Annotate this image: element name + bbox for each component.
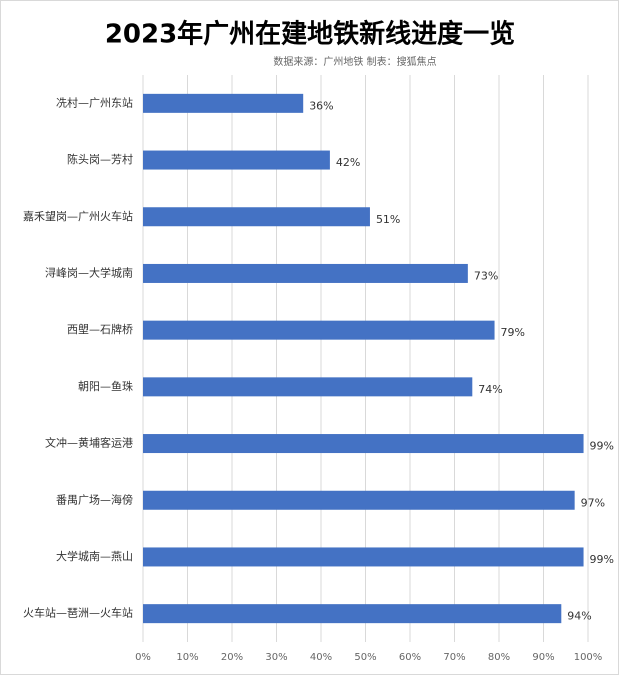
bar <box>143 377 473 397</box>
value-label: 79% <box>501 326 525 339</box>
y-tick-label: 西塱—石牌桥 <box>67 322 133 336</box>
x-tick-label: 80% <box>488 652 510 663</box>
x-tick-label: 0% <box>135 652 151 663</box>
y-tick-label: 火车站—琶洲—火车站 <box>23 606 133 620</box>
value-label: 36% <box>309 99 333 112</box>
x-tick-label: 60% <box>399 652 421 663</box>
y-tick-label: 嘉禾望岗—广州火车站 <box>23 209 133 223</box>
value-label: 42% <box>336 156 360 169</box>
bar <box>143 93 304 113</box>
x-tick-label: 70% <box>443 652 465 663</box>
x-tick-label: 10% <box>176 652 198 663</box>
y-tick-label: 陈头岗—芳村 <box>67 152 133 166</box>
value-label: 73% <box>474 269 498 282</box>
x-tick-label: 20% <box>221 652 243 663</box>
value-label: 51% <box>376 213 400 226</box>
value-label: 94% <box>567 610 591 623</box>
bar <box>143 207 370 227</box>
bar <box>143 490 575 510</box>
x-tick-label: 90% <box>532 652 554 663</box>
y-tick-label: 朝阳—鱼珠 <box>78 379 133 393</box>
chart-title: 2023年广州在建地铁新线进度一览 <box>105 19 515 50</box>
x-tick-label: 100% <box>574 652 603 663</box>
y-tick-label: 冼村—广州东站 <box>56 95 133 109</box>
y-tick-label: 番禺广场—海傍 <box>56 492 133 506</box>
y-tick-label: 文冲—黄埔客运港 <box>45 436 133 450</box>
x-tick-label: 40% <box>310 652 332 663</box>
value-label: 74% <box>478 383 502 396</box>
bar <box>143 547 584 567</box>
y-tick-label: 大学城南—燕山 <box>56 549 133 563</box>
bar <box>143 604 562 624</box>
value-label: 99% <box>590 553 614 566</box>
x-tick-label: 50% <box>354 652 376 663</box>
y-tick-label: 浔峰岗—大学城南 <box>45 265 133 279</box>
bar <box>143 320 495 340</box>
value-label: 99% <box>590 440 614 453</box>
chart-subtitle: 数据来源：广州地铁 制表：搜狐焦点 <box>273 55 436 68</box>
bar <box>143 434 584 454</box>
value-label: 97% <box>581 496 605 509</box>
bar <box>143 150 330 170</box>
bar <box>143 263 468 283</box>
x-tick-label: 30% <box>265 652 287 663</box>
